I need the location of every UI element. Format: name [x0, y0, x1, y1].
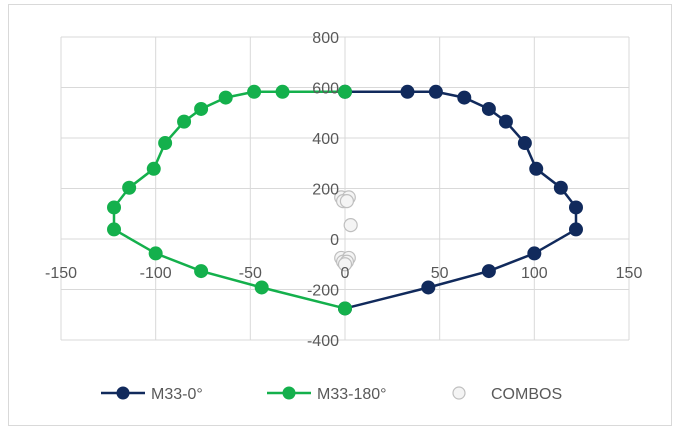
data-point [529, 161, 544, 176]
data-point [158, 136, 173, 151]
data-point [428, 84, 443, 99]
data-point [457, 90, 472, 105]
x-tick-label: -100 [140, 265, 172, 282]
data-point [254, 280, 269, 295]
gridlines [60, 36, 630, 341]
legend-item: M33-0° [101, 386, 203, 403]
x-tick-label: -150 [45, 265, 77, 282]
data-point [400, 84, 415, 99]
x-tick-label: 50 [431, 265, 449, 282]
data-point [343, 218, 358, 233]
tick-labels: -150 -100 -50 0 50 100 150-400-200020040060080… [45, 30, 642, 350]
legend: M33-0° M33-180° COMBOS [101, 386, 562, 403]
data-point [122, 180, 137, 195]
x-tick-label: 150 [616, 265, 643, 282]
y-tick-label: 600 [312, 81, 339, 98]
data-point [194, 264, 209, 279]
data-point [275, 84, 290, 99]
chart-area: -150 -100 -50 0 50 100 150 -400 -200 0 200 400 600 80… [8, 4, 672, 426]
legend-marker [282, 386, 296, 400]
y-tick-label: -200 [307, 283, 339, 300]
data-point [568, 222, 583, 237]
legend-label: COMBOS [491, 386, 562, 403]
y-tick-label: 400 [312, 131, 339, 148]
legend-label: M33-0° [151, 386, 203, 403]
data-point [247, 84, 262, 99]
series-markers [107, 84, 583, 316]
data-point [146, 161, 161, 176]
data-point [421, 280, 436, 295]
data-point [218, 90, 233, 105]
interaction-diagram-chart: -150 -100 -50 0 50 100 150-400-200020040060080… [45, 30, 642, 403]
data-point [338, 84, 352, 99]
data-point [527, 246, 542, 261]
y-tick-label: 200 [312, 182, 339, 199]
data-point [337, 257, 353, 272]
x-tick-label: -50 [239, 265, 262, 282]
legend-marker [452, 386, 466, 400]
data-point [177, 114, 192, 129]
y-tick-label: -400 [307, 333, 339, 350]
legend-item: M33-180° [267, 386, 387, 403]
x-tick-label: 100 [521, 265, 548, 282]
legend-marker [116, 386, 130, 400]
data-point [339, 194, 354, 209]
data-point [481, 264, 496, 279]
data-point [148, 246, 163, 261]
y-tick-label: 800 [312, 30, 339, 47]
data-point [481, 101, 496, 116]
data-point [553, 180, 568, 195]
data-point [338, 301, 352, 316]
legend-label: M33-180° [317, 386, 387, 403]
data-point [107, 222, 122, 237]
data-point [107, 200, 122, 215]
legend-item: COMBOS [452, 386, 562, 403]
x-tick-label: 0 [341, 265, 350, 282]
data-point [194, 101, 209, 116]
data-point [568, 200, 583, 215]
y-tick-label: 0 [330, 232, 339, 249]
data-point [517, 136, 532, 151]
data-point [498, 114, 513, 129]
